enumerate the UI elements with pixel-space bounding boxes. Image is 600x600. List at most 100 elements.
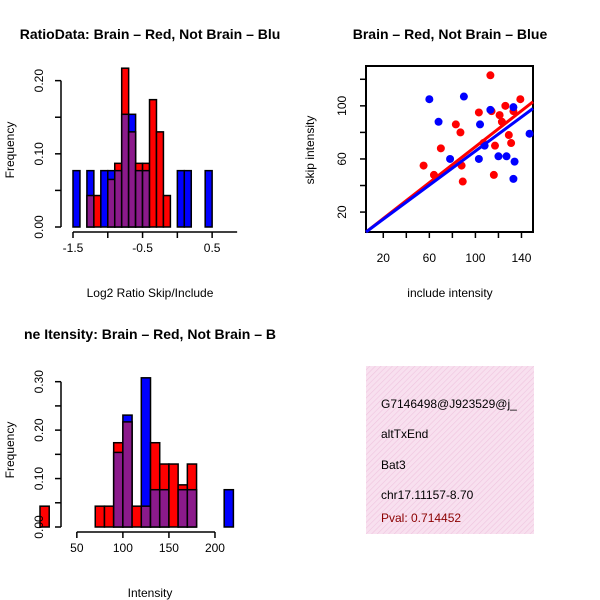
- ratio-histogram-overlap-bar: [107, 178, 116, 228]
- ratio-histogram-overlap-bar: [120, 113, 130, 228]
- scatter-point-blue: [525, 129, 534, 138]
- scatter-point-red: [495, 111, 504, 120]
- scatter-point-red: [458, 177, 467, 186]
- scatter-points: [365, 71, 534, 234]
- scatter-ylabel: skip intensity: [303, 116, 317, 185]
- info-panel-background: [366, 366, 534, 534]
- scatter-point-red: [490, 141, 499, 150]
- intensity-histogram-x-tick-label: 150: [159, 541, 179, 555]
- scatter-point-red: [504, 131, 513, 140]
- intensity-histogram-overlap-bar: [149, 488, 161, 528]
- scatter-point-red: [489, 170, 498, 179]
- intensity-histogram-bar: [94, 505, 106, 528]
- ratio-histogram-overlap-bar: [127, 131, 137, 228]
- ratio-histogram-panel: RatioData: Brain – Red, Not Brain – Blu …: [3, 26, 280, 300]
- scatter-axes: 20 60 100 140 20 60 100: [335, 78, 532, 265]
- intensity-histogram-bar: [103, 505, 115, 528]
- scatter-point-blue: [510, 157, 519, 166]
- intensity-histogram-y-tick-label: 0.00: [32, 515, 46, 539]
- ratio-histogram-title: RatioData: Brain – Red, Not Brain – Blu: [20, 26, 281, 42]
- scatter-point-red: [501, 101, 510, 110]
- ratio-histogram-xlabel: Log2 Ratio Skip/Include: [87, 286, 214, 300]
- scatter-point-blue: [446, 154, 455, 163]
- scatter-point-blue: [476, 120, 485, 129]
- ratio-histogram-bar: [155, 131, 165, 228]
- ratio-histogram-overlap-bar: [141, 169, 151, 228]
- ratio-histogram-overlap-bar: [86, 194, 95, 228]
- intensity-histogram-overlap-bar: [122, 421, 133, 528]
- intensity-histogram-bar: [140, 377, 152, 528]
- intensity-histogram-overlap-bar: [177, 488, 189, 528]
- ratio-histogram-axes: -1.5 -0.5 0.5 0.00 0.10 0.20: [32, 69, 238, 255]
- event-id: G7146498@J923529@j_: [381, 397, 517, 411]
- scatter-point-blue: [434, 117, 443, 126]
- scatter-point-red: [507, 139, 516, 148]
- scatter-y-tick-label: 20: [335, 205, 349, 219]
- ratio-histogram-bar: [148, 98, 158, 228]
- scatter-x-tick-label: 140: [511, 251, 531, 265]
- scatter-y-tick-label: 100: [335, 96, 349, 116]
- scatter-point-red: [486, 71, 495, 80]
- ratio-histogram-x-tick-label: -1.5: [63, 241, 84, 255]
- scatter-x-tick-label: 20: [377, 251, 391, 265]
- scatter-x-tick-label: 100: [465, 251, 485, 265]
- intensity-histogram-x-tick-label: 100: [113, 541, 133, 555]
- intensity-histogram-x-tick-label: 50: [70, 541, 84, 555]
- ratio-histogram-bar: [93, 194, 102, 228]
- scatter-point-blue: [486, 105, 495, 114]
- intensity-scatter-panel: Brain – Red, Not Brain – Blue include in…: [303, 26, 547, 300]
- genomic-location: chr17.11157-8.70: [381, 488, 474, 502]
- scatter-point-red: [451, 120, 460, 129]
- ratio-histogram-y-tick-label: 0.00: [32, 215, 46, 239]
- ratio-histogram-bar: [100, 169, 109, 228]
- ratio-histogram-ylabel: Frequency: [3, 122, 17, 179]
- scatter-y-tick-label: 60: [335, 152, 349, 166]
- intensity-histogram-bars: [39, 377, 235, 528]
- intensity-histogram-panel: ne Itensity: Brain – Red, Not Brain – B …: [3, 326, 276, 600]
- fit-line-blue: [365, 107, 534, 234]
- intensity-histogram-overlap-bar: [112, 451, 124, 528]
- intensity-histogram-bar: [223, 488, 235, 528]
- ratio-histogram-bars: [72, 67, 213, 228]
- intensity-histogram-title: ne Itensity: Brain – Red, Not Brain – B: [24, 326, 276, 342]
- intensity-histogram-axes: 50 100 150 200 0.00 0.10 0.20 0.30: [32, 370, 225, 555]
- ratio-histogram-y-tick-label: 0.10: [32, 142, 46, 166]
- scatter-point-red: [456, 128, 465, 137]
- scatter-point-red: [474, 108, 483, 117]
- scatter-plot-box: [365, 65, 534, 233]
- scatter-point-blue: [509, 174, 518, 183]
- info-panel: G7146498@J923529@j_ altTxEnd Bat3 chr17.…: [366, 366, 534, 534]
- intensity-histogram-y-tick-label: 0.20: [32, 418, 46, 442]
- scatter-point-red: [436, 144, 445, 153]
- scatter-title: Brain – Red, Not Brain – Blue: [353, 26, 548, 42]
- scatter-point-red: [516, 95, 525, 104]
- intensity-histogram-bar: [39, 505, 50, 528]
- scatter-point-blue: [502, 152, 511, 161]
- intensity-histogram-overlap-bar: [140, 505, 152, 528]
- intensity-histogram-y-tick-label: 0.30: [32, 370, 46, 394]
- pval-text: Pval: 0.714452: [381, 511, 461, 525]
- scatter-xlabel: include intensity: [407, 286, 492, 300]
- ratio-histogram-overlap-bar: [134, 169, 144, 228]
- scatter-point-blue: [474, 154, 483, 163]
- scatter-point-blue: [509, 103, 518, 112]
- scatter-point-blue: [425, 95, 434, 104]
- scatter-point-blue: [459, 92, 468, 101]
- intensity-histogram-xlabel: Intensity: [128, 586, 173, 600]
- scatter-x-tick-label: 60: [423, 251, 437, 265]
- ratio-histogram-y-tick-label: 0.20: [32, 69, 46, 93]
- ratio-histogram-bar: [176, 169, 186, 228]
- intensity-histogram-ylabel: Frequency: [3, 422, 17, 479]
- scatter-point-blue: [494, 152, 503, 161]
- ratio-histogram-bar: [183, 169, 193, 228]
- intensity-histogram-bar: [131, 505, 143, 528]
- ratio-histogram-overlap-bar: [113, 169, 123, 228]
- ratio-histogram-x-tick-label: 0.5: [204, 241, 221, 255]
- event-type: altTxEnd: [381, 427, 428, 441]
- ratio-histogram-bar: [72, 169, 81, 228]
- intensity-histogram-bar: [168, 463, 179, 528]
- intensity-histogram-y-tick-label: 0.10: [32, 467, 46, 491]
- ratio-histogram-x-tick-label: -0.5: [132, 241, 153, 255]
- ratio-histogram-bar: [162, 194, 172, 228]
